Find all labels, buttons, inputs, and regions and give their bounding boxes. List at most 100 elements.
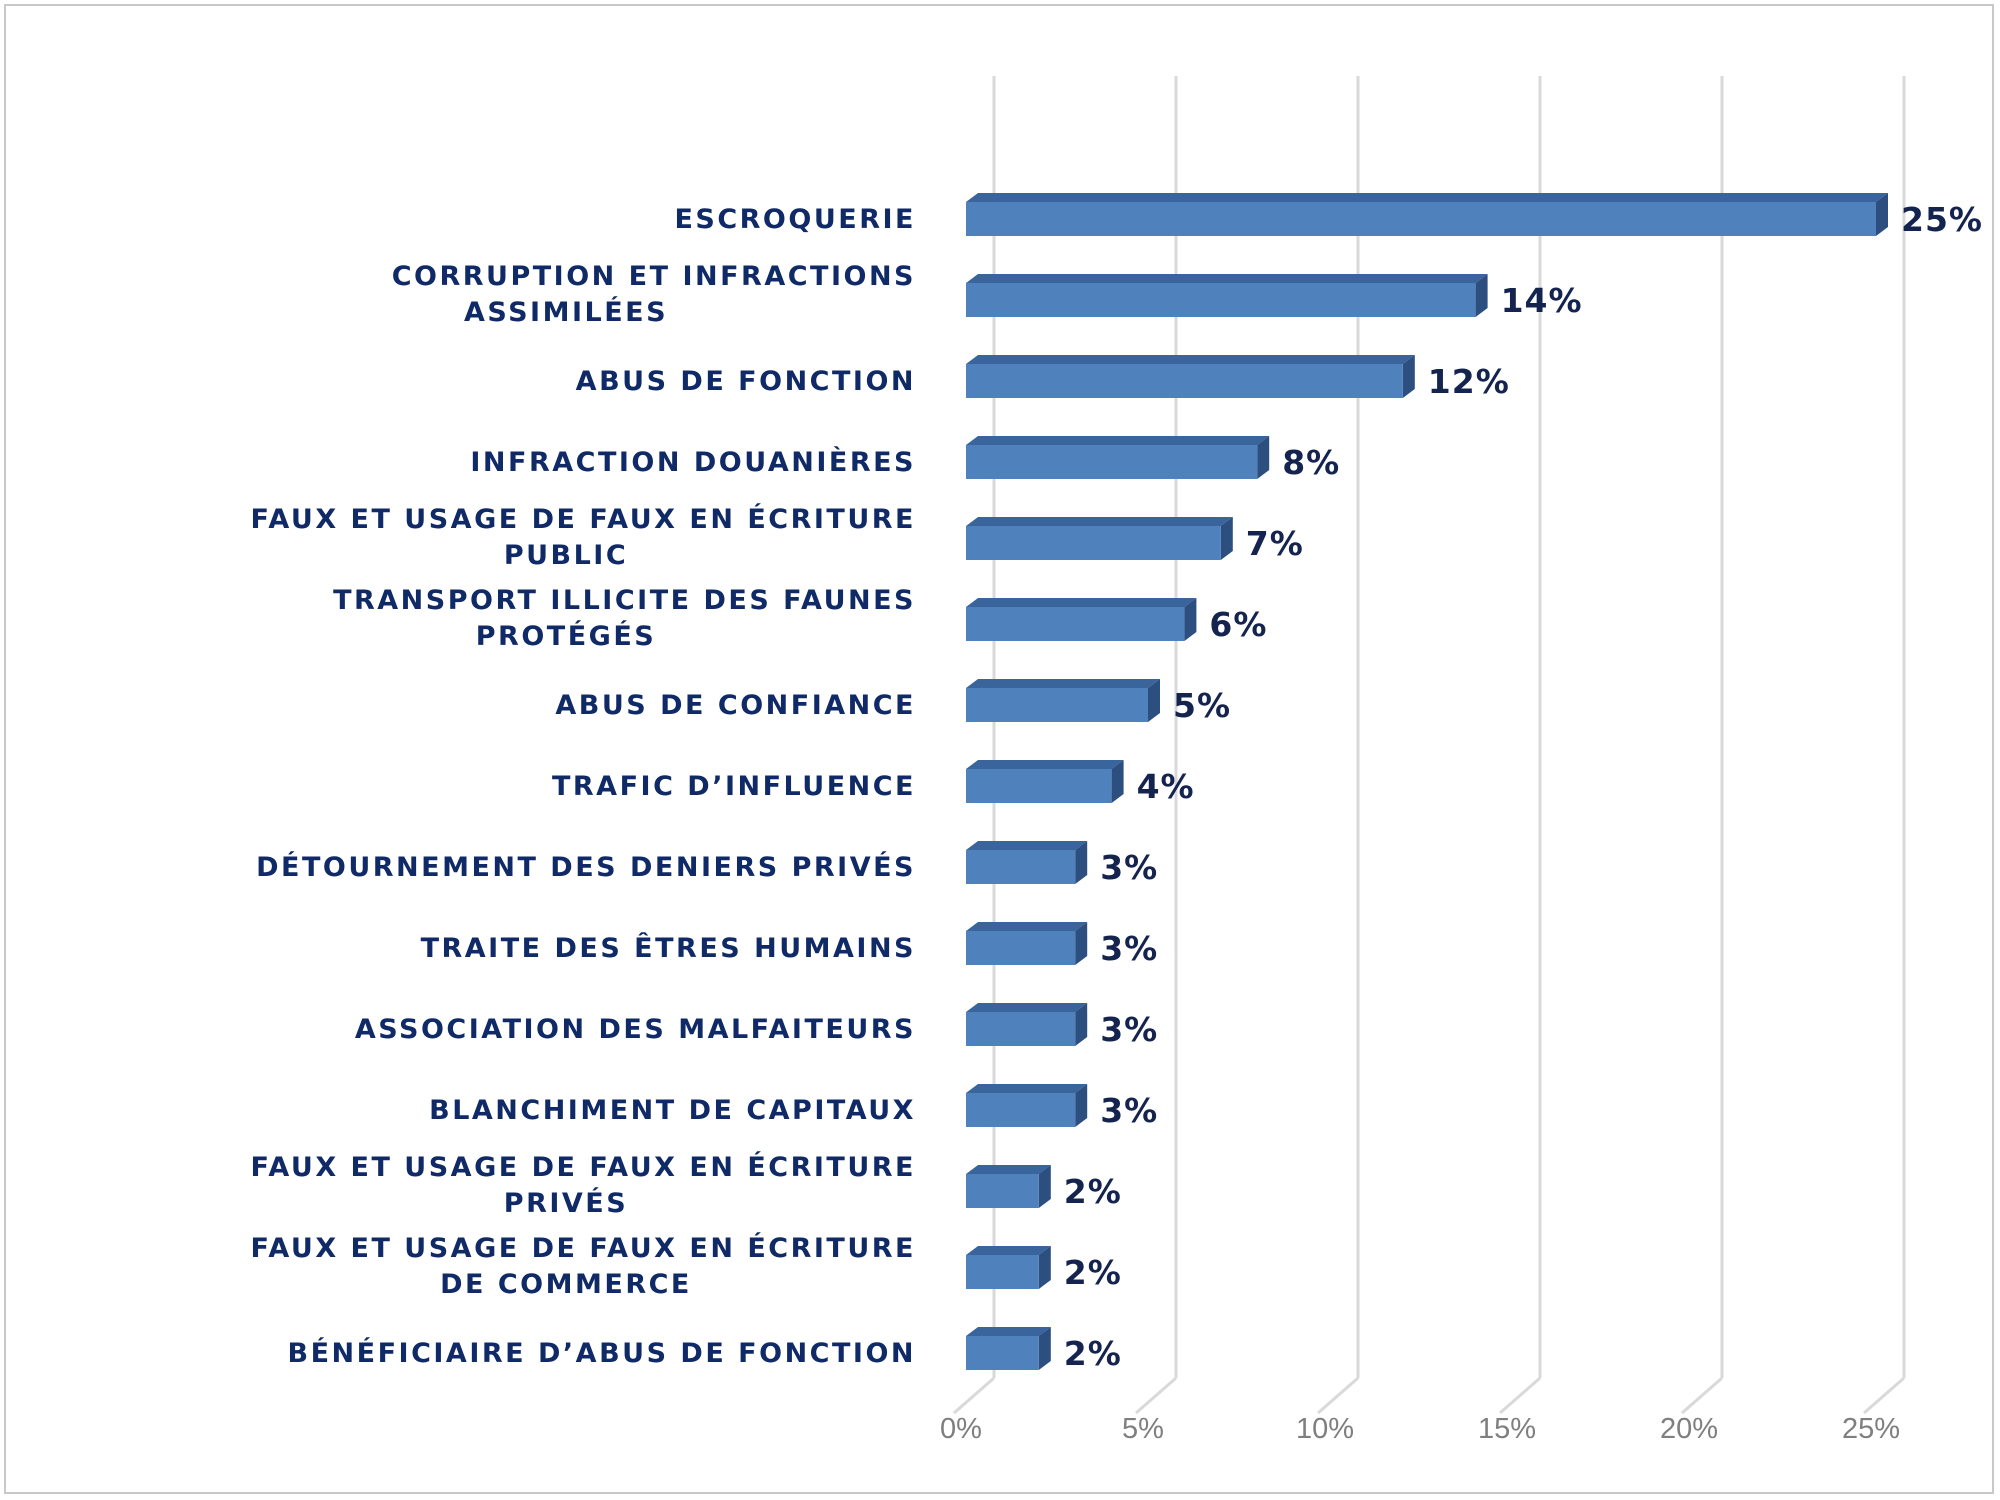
bar-top-face: [966, 274, 1488, 283]
category-label-13: FAUX ET USAGE DE FAUX EN ÉCRITURE DE COMM…: [250, 1232, 916, 1300]
data-label-0: 25%: [1901, 200, 1983, 239]
bar-12: [966, 1165, 1051, 1208]
bar-side-face: [1475, 274, 1488, 317]
category-label-11: BLANCHIMENT DE CAPITAUX: [429, 1095, 916, 1126]
gridline-floor-0: [953, 1376, 995, 1415]
bar-front-face: [966, 1336, 1039, 1370]
bar-side-face: [1038, 1246, 1051, 1289]
bar-13: [966, 1246, 1051, 1289]
x-tick-label-1: 5%: [1122, 1413, 1164, 1445]
bar-top-face: [966, 193, 1888, 202]
bar-3: [966, 436, 1270, 479]
bar-front-face: [966, 607, 1185, 641]
bar-top-face: [966, 1003, 1088, 1012]
bar-front-face: [966, 1012, 1076, 1046]
bar-14: [966, 1327, 1051, 1370]
bar-11: [966, 1084, 1088, 1127]
data-label-3: 8%: [1282, 443, 1340, 482]
bar-front-face: [966, 1174, 1039, 1208]
bar-7: [966, 760, 1124, 803]
gridline-floor-3: [1499, 1376, 1541, 1415]
data-label-6: 5%: [1173, 686, 1231, 725]
bar-side-face: [1220, 517, 1233, 560]
bar-top-face: [966, 355, 1415, 364]
bar-side-face: [1075, 922, 1088, 965]
bar-5: [966, 598, 1197, 641]
category-label-5: TRANSPORT ILLICITE DES FAUNES PROTÉGÉS: [333, 585, 916, 652]
category-label-10: ASSOCIATION DES MALFAITEURS: [355, 1014, 916, 1045]
category-label-7: TRAFIC D’INFLUENCE: [552, 771, 916, 802]
data-label-5: 6%: [1209, 605, 1267, 644]
category-label-8: DÉTOURNEMENT DES DENIERS PRIVÉS: [256, 851, 916, 883]
bar-4: [966, 517, 1233, 560]
bar-top-face: [966, 922, 1088, 931]
bar-top-face: [966, 1327, 1051, 1336]
bar-1: [966, 274, 1488, 317]
bar-side-face: [1148, 679, 1160, 722]
category-label-9: TRAITE DES ÊTRES HUMAINS: [421, 932, 916, 964]
data-label-10: 3%: [1100, 1010, 1158, 1049]
data-label-2: 12%: [1428, 362, 1510, 401]
bar-front-face: [966, 1093, 1076, 1127]
bar-front-face: [966, 526, 1221, 560]
data-label-9: 3%: [1100, 929, 1158, 968]
bar-0: [966, 193, 1888, 236]
category-label-6: ABUS DE CONFIANCE: [555, 690, 916, 721]
bar-side-face: [1075, 1003, 1088, 1046]
bar-side-face: [1038, 1327, 1051, 1370]
bar-top-face: [966, 841, 1088, 850]
category-label-3: INFRACTION DOUANIÈRES: [470, 446, 916, 478]
bar-top-face: [966, 598, 1197, 607]
bar-front-face: [966, 364, 1403, 398]
data-label-8: 3%: [1100, 848, 1158, 887]
gridline-floor-1: [1135, 1376, 1177, 1415]
bar-front-face: [966, 445, 1258, 479]
x-tick-label-2: 10%: [1296, 1413, 1354, 1445]
data-label-11: 3%: [1100, 1091, 1158, 1130]
gridline-floor-4: [1681, 1376, 1723, 1415]
bar-8: [966, 841, 1088, 884]
bar-top-face: [966, 679, 1160, 688]
x-axis-tick-labels: 0% 5% 10% 15% 20% 25%: [940, 1413, 1900, 1445]
data-label-12: 2%: [1064, 1172, 1122, 1211]
category-label-12: FAUX ET USAGE DE FAUX EN ÉCRITURE PRIVÉS: [250, 1151, 916, 1219]
data-label-7: 4%: [1137, 767, 1195, 806]
category-label-14: BÉNÉFICIAIRE D’ABUS DE FONCTION: [288, 1337, 916, 1369]
bar-top-face: [966, 1246, 1051, 1255]
chart-frame: ESCROQUERIE CORRUPTION ET INFRACTIONS ASSI…: [4, 4, 1994, 1494]
gridline-floor-5: [1863, 1376, 1905, 1415]
x-tick-label-3: 15%: [1478, 1413, 1536, 1445]
bar-side-face: [1038, 1165, 1051, 1208]
bar-front-face: [966, 688, 1148, 722]
x-tick-label-5: 25%: [1842, 1413, 1900, 1445]
bar-6: [966, 679, 1160, 722]
bar-side-face: [1075, 841, 1088, 884]
bar-front-face: [966, 1255, 1039, 1289]
bar-top-face: [966, 1165, 1051, 1174]
bar-side-face: [1876, 193, 1888, 236]
bar-2: [966, 355, 1415, 398]
data-label-4: 7%: [1246, 524, 1304, 563]
bar-side-face: [1111, 760, 1124, 803]
bar-9: [966, 922, 1088, 965]
category-label-0: ESCROQUERIE: [674, 204, 916, 235]
category-label-1: CORRUPTION ET INFRACTIONS ASSIMILÉES: [392, 261, 916, 328]
bar-top-face: [966, 436, 1270, 445]
data-label-13: 2%: [1064, 1253, 1122, 1292]
bar-front-face: [966, 850, 1076, 884]
bar-top-face: [966, 517, 1233, 526]
bar-top-face: [966, 760, 1124, 769]
bar-side-face: [1184, 598, 1197, 641]
category-label-4: FAUX ET USAGE DE FAUX EN ÉCRITURE PUBLIC: [250, 503, 916, 571]
bar-top-face: [966, 1084, 1088, 1093]
data-label-14: 2%: [1064, 1334, 1122, 1373]
bar-side-face: [1257, 436, 1270, 479]
category-labels: ESCROQUERIE CORRUPTION ET INFRACTIONS ASSI…: [250, 204, 916, 1369]
bar-side-face: [1075, 1084, 1088, 1127]
bar-side-face: [1402, 355, 1415, 398]
bar-10: [966, 1003, 1088, 1046]
bar-front-face: [966, 202, 1876, 236]
bars: [966, 193, 1888, 1370]
x-tick-label-0: 0%: [940, 1413, 982, 1445]
bar-front-face: [966, 769, 1112, 803]
